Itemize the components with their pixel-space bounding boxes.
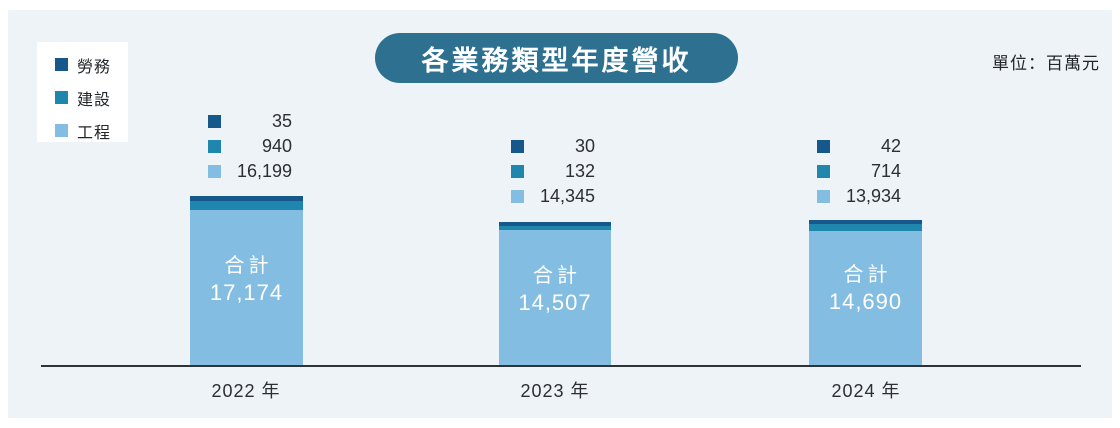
total-value-2023: 14,507 <box>518 290 592 315</box>
unit-label: 單位：百萬元 <box>992 54 1100 73</box>
laowu-swatch-icon <box>511 140 524 153</box>
jianshe-segment <box>499 226 611 230</box>
stacked-bar-2023: 合計 14,507 <box>499 222 611 366</box>
value-row: 132 <box>511 159 595 184</box>
gongcheng-segment <box>499 230 611 366</box>
stacked-bar-2022: 合計 17,174 <box>190 196 303 366</box>
gongcheng-segment <box>809 231 922 366</box>
x-axis-label-2023: 2023 年 <box>520 381 590 401</box>
value-row: 30 <box>511 134 595 159</box>
jianshe-value-2022: 940 <box>261 136 292 156</box>
jianshe-swatch-icon <box>817 165 830 178</box>
gongcheng-swatch-icon <box>55 124 68 137</box>
value-row: 16,199 <box>208 159 292 184</box>
chart-title: 各業務類型年度營收 <box>421 45 692 76</box>
total-label: 合計 <box>843 264 892 286</box>
jianshe-swatch-icon <box>208 140 221 153</box>
total-value-2022: 17,174 <box>209 280 284 305</box>
value-labels-2024: 42 714 13,934 <box>817 134 901 209</box>
jianshe-value-2024: 714 <box>870 161 901 181</box>
value-row: 714 <box>817 159 901 184</box>
jianshe-segment <box>190 201 303 210</box>
value-row: 14,345 <box>511 184 595 209</box>
x-axis-line <box>41 365 1081 367</box>
laowu-segment <box>190 196 303 201</box>
value-labels-2022: 35 940 16,199 <box>208 109 292 184</box>
total-label: 合計 <box>224 255 273 277</box>
legend-label-gongcheng: 工程 <box>77 124 112 142</box>
value-row: 42 <box>817 134 901 159</box>
gongcheng-swatch-icon <box>817 190 830 203</box>
chart-legend: 勞務 建設 工程 <box>37 42 128 142</box>
legend-label-laowu: 勞務 <box>77 58 112 76</box>
value-row: 940 <box>208 134 292 159</box>
laowu-segment <box>809 220 922 224</box>
gongcheng-swatch-icon <box>208 165 221 178</box>
laowu-value-2023: 30 <box>574 136 595 156</box>
total-label: 合計 <box>533 265 581 287</box>
laowu-value-2022: 35 <box>271 111 292 131</box>
jianshe-swatch-icon <box>511 165 524 178</box>
total-block-2023: 合計 14,507 <box>499 263 611 317</box>
value-row: 13,934 <box>817 184 901 209</box>
value-row: 35 <box>208 109 292 134</box>
chart-panel: 勞務 建設 工程 各業務類型年度營收 單位：百萬元 35 <box>8 10 1112 418</box>
legend-item-jianshe: 建設 <box>55 81 128 114</box>
jianshe-swatch-icon <box>55 91 68 104</box>
gongcheng-value-2023: 14,345 <box>539 186 595 206</box>
laowu-segment <box>499 222 611 226</box>
legend-item-laowu: 勞務 <box>55 48 128 81</box>
x-axis-label-2024: 2024 年 <box>831 381 901 401</box>
jianshe-value-2023: 132 <box>564 161 595 181</box>
total-value-2024: 14,690 <box>828 289 903 314</box>
laowu-swatch-icon <box>817 140 830 153</box>
gongcheng-swatch-icon <box>511 190 524 203</box>
gongcheng-value-2024: 13,934 <box>845 186 901 206</box>
legend-item-gongcheng: 工程 <box>55 114 128 147</box>
chart-title-pill: 各業務類型年度營收 <box>375 33 738 83</box>
total-block-2022: 合計 17,174 <box>190 253 303 307</box>
laowu-value-2024: 42 <box>880 136 901 156</box>
gongcheng-segment <box>190 210 303 366</box>
legend-label-jianshe: 建設 <box>77 91 112 109</box>
x-axis-label-2022: 2022 年 <box>211 381 281 401</box>
gongcheng-value-2022: 16,199 <box>236 161 292 181</box>
jianshe-segment <box>809 224 922 231</box>
laowu-swatch-icon <box>55 58 68 71</box>
value-labels-2023: 30 132 14,345 <box>511 134 595 209</box>
total-block-2024: 合計 14,690 <box>809 262 922 316</box>
stacked-bar-2024: 合計 14,690 <box>809 220 922 366</box>
laowu-swatch-icon <box>208 115 221 128</box>
